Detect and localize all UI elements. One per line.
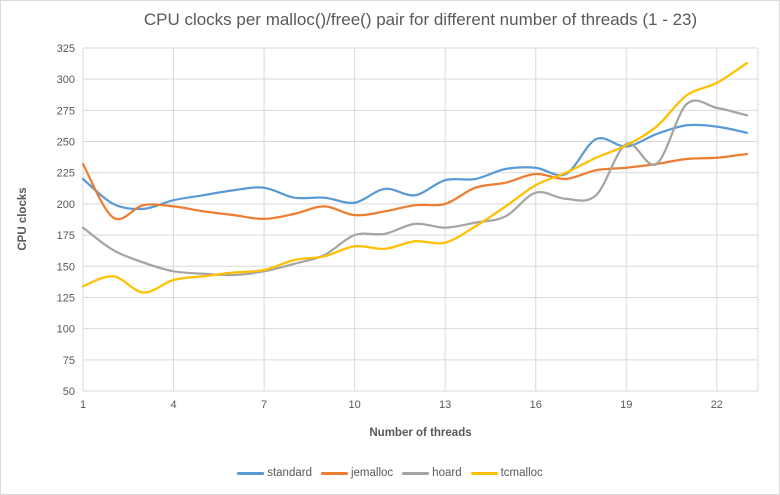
y-tick-label: 100	[57, 324, 75, 336]
series-line-jemalloc[interactable]	[81, 152, 749, 221]
x-tick-label: 7	[261, 399, 267, 411]
series-line-hoard[interactable]	[81, 99, 749, 277]
y-axis-title: CPU clocks	[17, 187, 29, 251]
y-tick-label: 150	[57, 261, 75, 273]
legend-item-hoard[interactable]: hoard	[402, 467, 462, 479]
legend-item-tcmalloc[interactable]: tcmalloc	[470, 467, 543, 479]
x-tick-label: 19	[620, 399, 632, 411]
legend-item-jemalloc[interactable]: jemalloc	[320, 467, 394, 479]
legend-label-jemalloc: jemalloc	[350, 467, 394, 479]
legend-swatch-hoard	[402, 471, 430, 475]
legend: standard jemalloc hoard tcmalloc	[1, 467, 779, 479]
legend-label-hoard: hoard	[432, 467, 462, 479]
y-tick-label: 200	[57, 199, 75, 211]
legend-label-standard: standard	[267, 467, 312, 479]
y-tick-label: 225	[57, 168, 75, 180]
legend-swatch-tcmalloc	[470, 471, 498, 475]
y-tick-label: 250	[57, 137, 75, 149]
x-tick-label: 10	[349, 399, 361, 411]
y-tick-label: 325	[57, 43, 75, 55]
y-tick-label: 125	[57, 292, 75, 304]
legend-swatch-standard	[237, 471, 265, 475]
x-axis-title: Number of threads	[369, 427, 472, 439]
x-tick-label: 22	[711, 399, 723, 411]
y-tick-label: 300	[57, 74, 75, 86]
chart-title: CPU clocks per malloc()/free() pair for …	[143, 10, 698, 29]
legend-swatch-jemalloc	[320, 471, 348, 475]
series-line-standard[interactable]	[81, 123, 749, 211]
x-tick-label: 1	[80, 399, 86, 411]
legend-item-standard[interactable]: standard	[237, 467, 312, 479]
x-tick-label: 16	[530, 399, 542, 411]
legend-label-tcmalloc: tcmalloc	[500, 467, 543, 479]
y-tick-label: 275	[57, 105, 75, 117]
y-tick-label: 75	[63, 355, 75, 367]
y-tick-label: 175	[57, 230, 75, 242]
x-tick-label: 4	[170, 399, 176, 411]
series-line-tcmalloc[interactable]	[81, 61, 749, 294]
y-tick-label: 50	[63, 386, 75, 398]
x-tick-label: 13	[439, 399, 451, 411]
